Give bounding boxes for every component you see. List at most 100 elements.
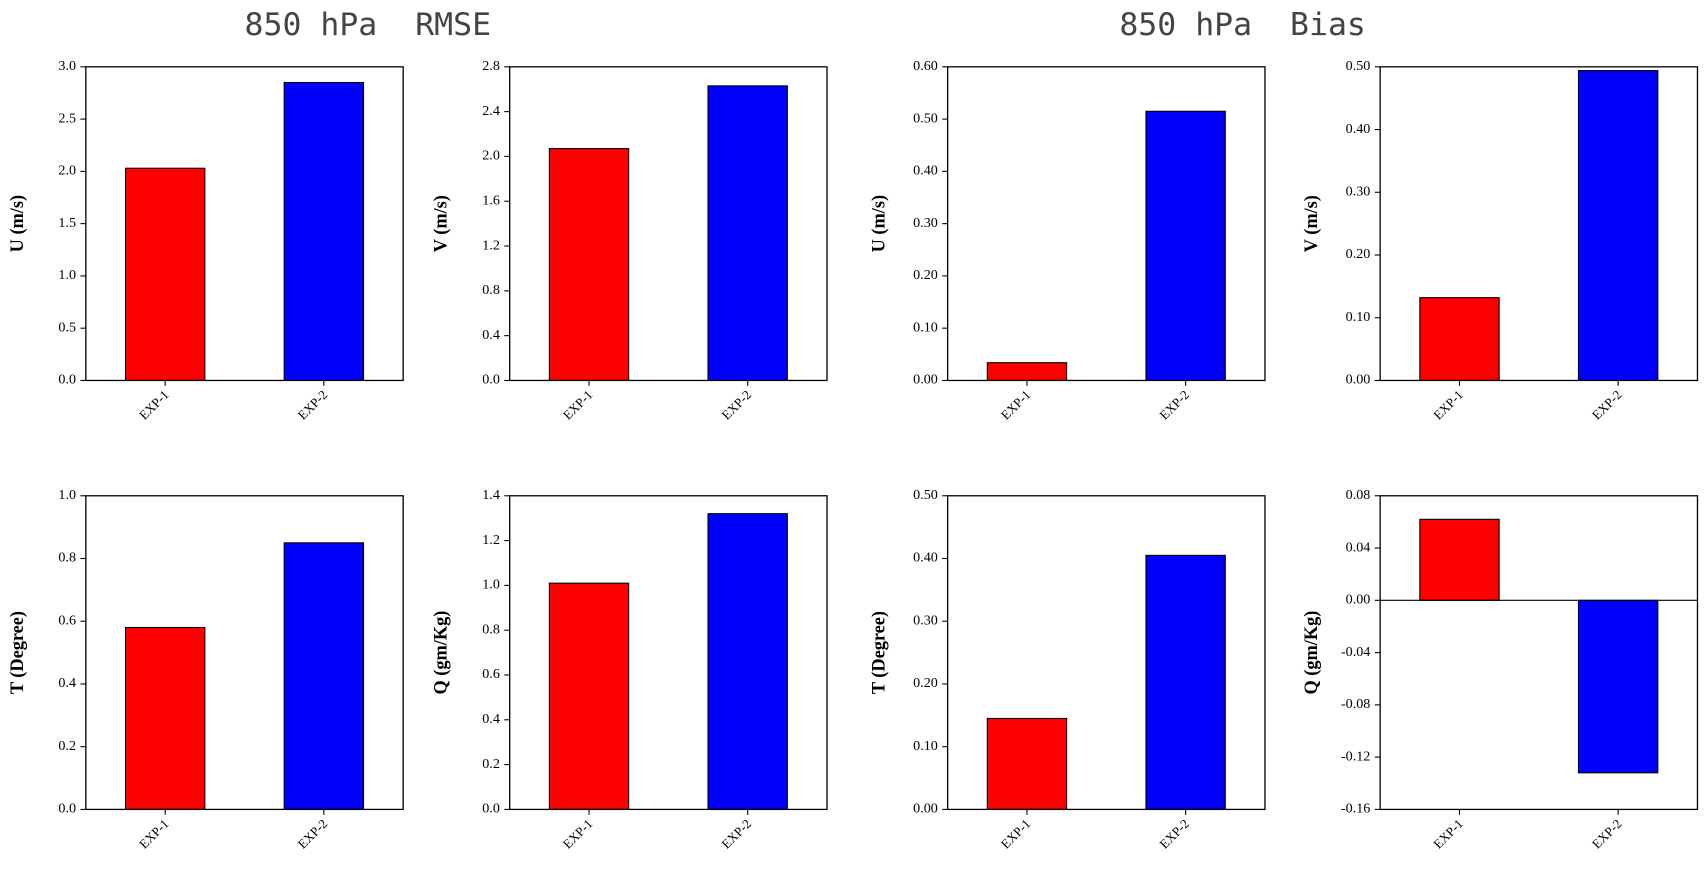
y-tick-label: 0.30 [913, 613, 938, 629]
y-tick-label: -0.08 [1341, 696, 1370, 712]
y-tick-label: 0.4 [482, 327, 500, 343]
plot-frame [1379, 495, 1699, 811]
y-tick-label: 0.40 [1346, 121, 1371, 137]
plot-frame [509, 495, 828, 811]
y-tick-label: 0.30 [913, 215, 938, 231]
x-tick-label: EXP-1 [998, 816, 1034, 851]
y-tick-label: 0.0 [58, 372, 76, 388]
y-tick-label: 1.0 [482, 577, 500, 593]
bar [1145, 554, 1226, 810]
y-tick-label: 0.6 [58, 613, 76, 629]
y-tick-label: 3.0 [58, 58, 76, 74]
y-tick-label: 2.4 [482, 103, 500, 119]
y-axis-label: Q (gm/Kg) [1301, 611, 1322, 695]
y-tick-label: 0.6 [482, 666, 500, 682]
y-axis-label: T (Degree) [869, 611, 890, 694]
y-tick-label: 0.00 [1346, 592, 1371, 608]
y-axis-label: U (m/s) [869, 195, 890, 252]
bar [124, 626, 206, 810]
bar [1577, 70, 1659, 381]
y-tick-label: 0.10 [913, 738, 938, 754]
y-tick-label: 0.04 [1346, 539, 1371, 555]
x-tick-label: EXP-1 [1430, 387, 1466, 422]
y-axis-label: Q (gm/Kg) [431, 611, 452, 695]
bar [283, 81, 365, 381]
x-tick-label: EXP-1 [560, 387, 596, 422]
y-tick-label: 0.20 [1346, 246, 1371, 262]
bar [548, 582, 630, 810]
bar [283, 542, 365, 810]
x-tick-label: EXP-2 [718, 387, 754, 422]
y-tick-label: 0.8 [482, 282, 500, 298]
y-axis-label: U (m/s) [7, 195, 28, 252]
bar [1419, 297, 1500, 381]
y-tick-label: 0.8 [58, 550, 76, 566]
bar [1145, 110, 1226, 381]
bar [986, 717, 1068, 810]
y-tick-label: 0.50 [1346, 58, 1371, 74]
y-tick-label: 2.8 [482, 58, 500, 74]
panel-title: 850 hPa Bias [1119, 7, 1366, 43]
y-tick-label: 0.40 [913, 163, 938, 179]
x-tick-label: EXP-1 [136, 387, 172, 422]
y-axis-label: V (m/s) [431, 195, 452, 252]
y-tick-label: 1.2 [482, 237, 500, 253]
y-tick-label: 0.20 [913, 267, 938, 283]
y-tick-label: 0.08 [1346, 487, 1371, 503]
x-tick-label: EXP-2 [718, 816, 754, 851]
bar [124, 167, 206, 381]
y-tick-label: 0.2 [482, 756, 500, 772]
bar [707, 85, 788, 381]
y-tick-label: 0.0 [482, 801, 500, 817]
y-tick-label: 2.0 [58, 163, 76, 179]
y-tick-label: 0.10 [913, 319, 938, 335]
y-tick-label: 0.2 [58, 738, 76, 754]
y-tick-label: 0.00 [913, 372, 938, 388]
y-tick-label: 0.20 [913, 675, 938, 691]
x-tick-label: EXP-1 [560, 816, 596, 851]
y-tick-label: 0.0 [58, 801, 76, 817]
plot-frame [946, 495, 1266, 811]
y-tick-label: 0.40 [913, 550, 938, 566]
bar [986, 362, 1068, 381]
y-tick-label: 1.0 [58, 267, 76, 283]
y-tick-label: 0.60 [913, 58, 938, 74]
y-tick-label: 0.5 [58, 319, 76, 335]
y-tick-label: 0.0 [482, 372, 500, 388]
y-tick-label: 0.10 [1346, 309, 1371, 325]
bar [548, 148, 630, 381]
y-tick-label: 2.0 [482, 148, 500, 164]
y-tick-label: 0.50 [913, 110, 938, 126]
y-tick-label: 1.6 [482, 193, 500, 209]
y-tick-label: 0.4 [58, 675, 76, 691]
y-tick-label: 1.2 [482, 532, 500, 548]
x-tick-label: EXP-2 [1156, 387, 1192, 422]
x-tick-label: EXP-2 [295, 816, 331, 851]
bar [707, 513, 788, 810]
x-tick-label: EXP-2 [1156, 816, 1192, 851]
y-tick-label: 2.5 [58, 110, 76, 126]
bar [1419, 518, 1500, 601]
x-tick-label: EXP-2 [1589, 816, 1625, 851]
y-axis-label: V (m/s) [1301, 195, 1322, 252]
y-tick-label: 0.00 [1346, 372, 1371, 388]
x-tick-label: EXP-1 [136, 816, 172, 851]
y-tick-label: 0.30 [1346, 184, 1371, 200]
plot-frame [946, 66, 1266, 382]
x-tick-label: EXP-1 [1430, 816, 1466, 851]
y-tick-label: 1.0 [58, 487, 76, 503]
y-tick-label: 0.50 [913, 487, 938, 503]
y-tick-label: 0.4 [482, 711, 500, 727]
y-tick-label: -0.16 [1341, 801, 1370, 817]
plot-frame [85, 66, 404, 382]
plot-frame [1379, 66, 1699, 382]
plot-frame [85, 495, 404, 811]
y-tick-label: -0.04 [1341, 644, 1370, 660]
x-tick-label: EXP-2 [1589, 387, 1625, 422]
y-tick-label: 0.00 [913, 801, 938, 817]
y-tick-label: 1.4 [482, 487, 500, 503]
y-axis-label: T (Degree) [7, 611, 28, 694]
x-tick-label: EXP-1 [998, 387, 1034, 422]
